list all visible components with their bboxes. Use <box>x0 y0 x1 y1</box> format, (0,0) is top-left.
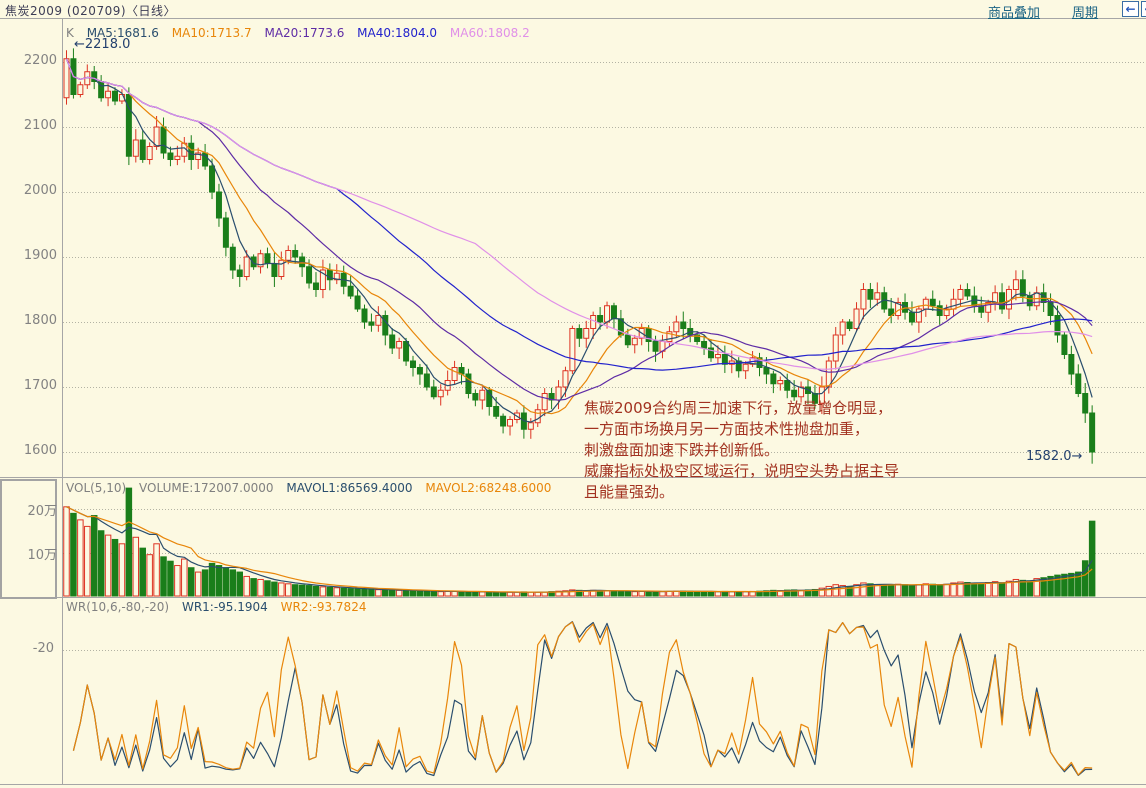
volume-value: VOLUME:172007.0000 <box>139 481 274 495</box>
commentary-line: 焦碳2009合约周三加速下行，放量增仓明显， <box>584 399 893 417</box>
back-arrow-icon[interactable]: ← <box>1122 1 1139 17</box>
mavol1-value: MAVOL1:86569.4000 <box>286 481 413 495</box>
price-axis-label: 2100 <box>23 118 57 133</box>
commentary-line: 且能量强劲。 <box>584 483 675 501</box>
price-axis-label: 2000 <box>23 183 57 198</box>
volume-axis-label: 10万 <box>27 548 57 563</box>
low-price-annotation: 1582.0→ <box>1026 449 1083 464</box>
ma20-value: MA20:1773.6 <box>264 26 345 40</box>
forward-arrow-icon[interactable]: ← <box>1141 1 1146 17</box>
ma5-value: MA5:1681.6 <box>86 26 159 40</box>
volume-axis-panel <box>0 479 57 599</box>
price-axis-label: 1800 <box>23 313 57 328</box>
price-axis-label: 1600 <box>23 443 57 458</box>
ma-legend: K MA5:1681.6 MA10:1713.7 MA20:1773.6 MA4… <box>66 26 539 40</box>
price-axis-label: 2200 <box>23 53 57 68</box>
wr2-value: WR2:-93.7824 <box>280 600 367 614</box>
ma10-value: MA10:1713.7 <box>171 26 252 40</box>
ma40-value: MA40:1804.0 <box>357 26 438 40</box>
volume-axis-label: 20万 <box>27 504 57 519</box>
top-bar: 焦炭2009 (020709)〈日线〉 商品叠加 周期 ← ← <box>0 0 1146 21</box>
price-axis-label: 1700 <box>23 378 57 393</box>
k-label: K <box>66 26 74 40</box>
wr1-value: WR1:-95.1904 <box>181 600 268 614</box>
wr-indicator-label: WR(10,6,-80,-20) <box>66 600 170 614</box>
contract-title: 焦炭2009 (020709)〈日线〉 <box>5 4 177 18</box>
commentary-line: 刺激盘面加速下跌并创新低。 <box>584 441 780 459</box>
vol-indicator-label: VOL(5,10) <box>66 481 127 495</box>
commentary-line: 一方面市场换月另一方面技术性抛盘加重， <box>584 420 870 438</box>
period-link[interactable]: 周期 <box>1072 6 1099 21</box>
wr-legend: WR(10,6,-80,-20) WR1:-95.1904 WR2:-93.78… <box>66 600 375 614</box>
wr-axis-label: -20 <box>32 641 54 656</box>
ma60-value: MA60:1808.2 <box>449 26 530 40</box>
price-axis-label: 1900 <box>23 248 57 263</box>
mavol2-value: MAVOL2:68248.6000 <box>425 481 552 495</box>
commentary-line: 威廉指标处极空区域运行，说明空头势占据主导 <box>584 462 900 480</box>
volume-legend: VOL(5,10) VOLUME:172007.0000 MAVOL1:8656… <box>66 481 560 495</box>
high-price-annotation: ←2218.0 <box>74 37 131 52</box>
overlay-commodity-link[interactable]: 商品叠加 <box>988 6 1041 21</box>
analyst-commentary: 焦碳2009合约周三加速下行，放量增仓明显， 一方面市场换月另一方面技术性抛盘加… <box>584 398 899 503</box>
